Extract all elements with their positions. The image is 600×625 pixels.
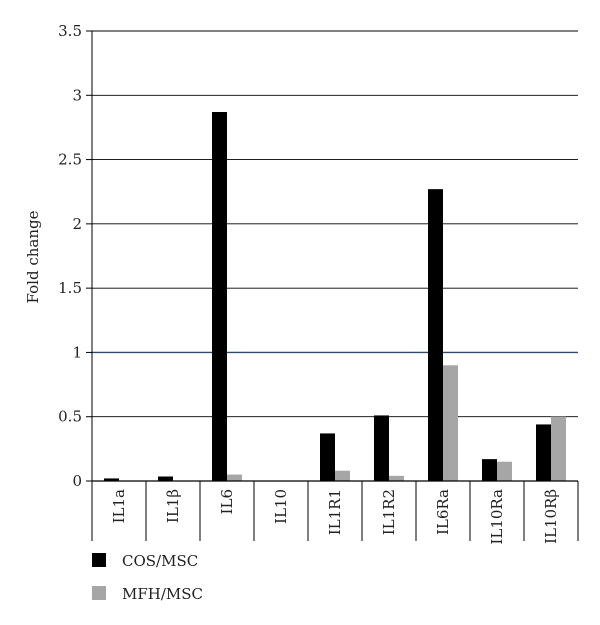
x-tick-label: IL10 [272, 489, 290, 524]
y-tick-label: 2.5 [58, 151, 82, 169]
bar-cos-msc-2 [212, 112, 227, 481]
bar-mfh-msc-6 [443, 365, 458, 481]
legend-swatch-mfh-msc [92, 586, 106, 600]
y-tick-label: 3 [72, 86, 82, 104]
legend-swatch-cos-msc [92, 553, 106, 567]
bar-cos-msc-5 [374, 415, 389, 481]
x-tick-label: IL6Ra [434, 489, 452, 535]
bar-mfh-msc-5 [389, 475, 404, 481]
x-axis [91, 480, 579, 541]
bar-cos-msc-1 [158, 476, 173, 481]
x-tick-label: IL1R1 [326, 489, 344, 535]
y-tick-label: 3.5 [58, 22, 82, 40]
y-tick-label: 1 [72, 343, 82, 361]
bar-cos-msc-0 [104, 478, 119, 481]
bar-cos-msc-7 [482, 459, 497, 481]
bar-cos-msc-4 [320, 433, 335, 481]
x-tick-label: IL6 [218, 489, 236, 514]
y-tick-label: 2 [72, 215, 82, 233]
x-tick-label: IL1β [164, 489, 182, 523]
x-tick-label: IL1R2 [380, 489, 398, 535]
legend-label-cos-msc: COS/MSC [122, 552, 198, 570]
bar-cos-msc-8 [536, 424, 551, 481]
grid-lines [92, 30, 578, 482]
bar-mfh-msc-7 [497, 461, 512, 481]
y-axis-title: Fold change [24, 210, 42, 303]
y-axis-ticks: 0 0.5 1 1.5 2 2.5 3 3.5 [58, 22, 93, 490]
x-tick-label: IL10Ra [488, 489, 506, 545]
y-tick-label: 0.5 [58, 408, 82, 426]
bar-mfh-msc-8 [551, 416, 566, 481]
legend: COS/MSC MFH/MSC [92, 552, 203, 603]
x-axis-tick-labels: IL1a IL1β IL6 IL10 IL1R1 IL1R2 IL6Ra IL10Ra IL10… [110, 489, 560, 545]
y-tick-label: 1.5 [58, 279, 82, 297]
x-tick-label: IL10Rβ [542, 489, 560, 544]
legend-label-mfh-msc: MFH/MSC [122, 585, 203, 603]
y-tick-label: 0 [72, 472, 82, 490]
bar-cos-msc-6 [428, 189, 443, 481]
bar-mfh-msc-2 [227, 474, 242, 481]
bars [104, 112, 566, 481]
bar-mfh-msc-4 [335, 470, 350, 481]
x-tick-label: IL1a [110, 489, 128, 523]
